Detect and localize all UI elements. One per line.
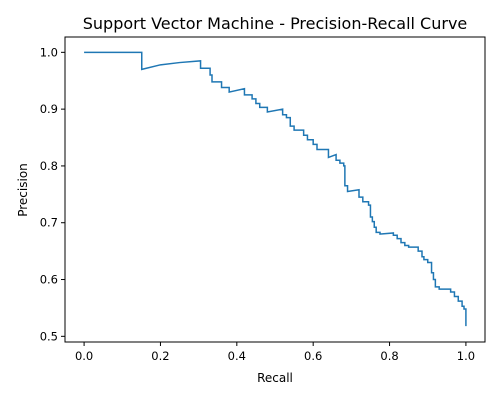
x-axis-label: Recall: [257, 371, 293, 385]
y-tick-label: 0.6: [40, 273, 58, 287]
y-axis-label: Precision: [16, 163, 30, 217]
y-tick-label: 0.5: [40, 329, 58, 343]
x-tick-label: 0.0: [75, 349, 93, 363]
plot-area: [84, 51, 467, 327]
x-tick-label: 1.0: [457, 349, 475, 363]
x-tick-label: 0.4: [228, 349, 246, 363]
x-tick-label: 0.2: [151, 349, 169, 363]
series-line-0: [84, 51, 467, 327]
x-tick-label: 0.6: [304, 349, 322, 363]
chart-title: Support Vector Machine - Precision-Recal…: [83, 14, 468, 33]
y-tick-label: 1.0: [40, 45, 58, 59]
axes-frame: [64, 36, 486, 343]
y-tick-label: 0.9: [40, 102, 58, 116]
y-axis: 0.5 0.6 0.7 0.8 0.9 1.0: [40, 45, 65, 343]
x-axis: 0.0 0.2 0.4 0.6 0.8 1.0: [75, 342, 475, 363]
y-tick-label: 0.8: [40, 159, 58, 173]
y-tick-label: 0.7: [40, 216, 58, 230]
x-tick-label: 0.8: [380, 349, 398, 363]
